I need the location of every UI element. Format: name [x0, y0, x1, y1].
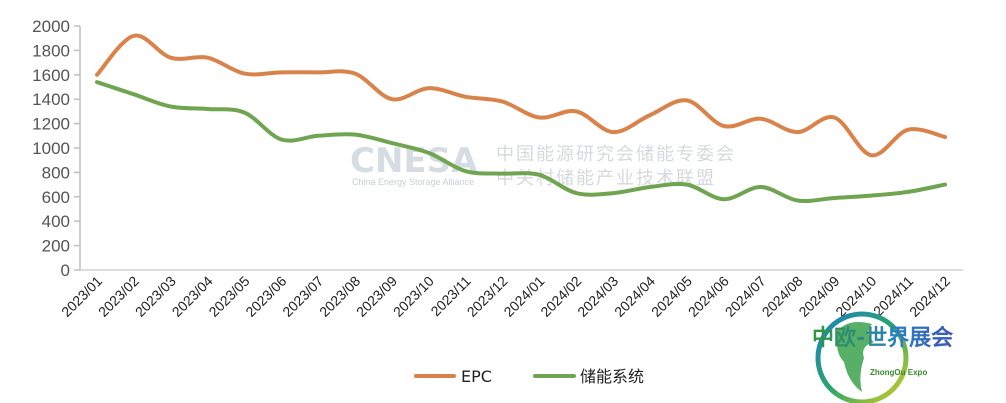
y-tick-label: 400	[42, 212, 70, 231]
legend-label-epc: EPC	[461, 367, 492, 386]
y-tick-label: 1000	[32, 139, 70, 158]
y-tick-label: 800	[42, 163, 70, 182]
series-layer	[95, 33, 947, 203]
legend-item-epc[interactable]: EPC	[414, 367, 492, 386]
legend: EPC 储能系统	[414, 367, 644, 386]
legend-item-storage-system[interactable]: 储能系统	[533, 367, 644, 386]
y-tick-label: 600	[42, 188, 70, 207]
series-line-epc[interactable]	[95, 33, 947, 158]
watermark-line1: 中国能源研究会储能专委会	[496, 144, 736, 165]
x-tick-label: 2023/10	[390, 273, 437, 320]
logo-subtitle: ZhongOu Expo	[870, 368, 927, 377]
legend-label-storage-system: 储能系统	[580, 367, 644, 386]
x-axis: 2023/012023/022023/032023/042023/052023/…	[58, 269, 963, 320]
y-axis: 0 200 400 600 800 1000 1200 1400 1600 1800 2000	[32, 17, 81, 280]
y-tick-label: 1400	[32, 90, 70, 109]
y-tick-label: 1600	[32, 66, 70, 85]
y-tick-label: 0	[61, 261, 70, 280]
watermark-brand-sub: China Energy Storage Alliance	[352, 177, 474, 187]
y-tick-label: 1800	[32, 41, 70, 60]
y-tick-label: 2000	[32, 17, 70, 36]
series-line-storage-system[interactable]	[95, 80, 947, 203]
logo-title: 中欧-世界展会	[812, 325, 953, 351]
y-tick-label: 1200	[32, 115, 70, 134]
x-tick-label: 2024/12	[906, 273, 953, 320]
globe-icon	[815, 311, 909, 403]
zhongou-expo-logo: 中欧-世界展会 ZhongOu Expo	[812, 311, 953, 403]
continent-icon	[836, 322, 874, 392]
y-tick-label: 200	[42, 237, 70, 256]
